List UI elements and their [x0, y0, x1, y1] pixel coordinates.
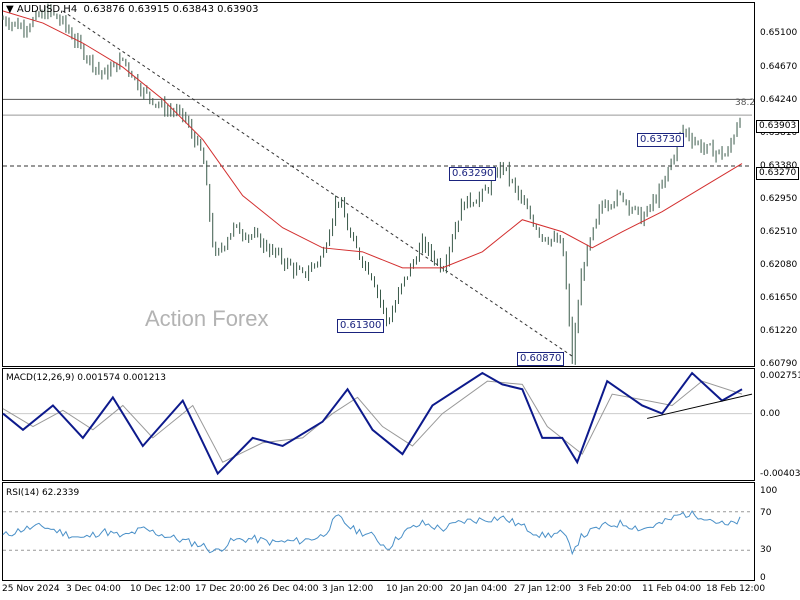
price-tick: 0.62510: [760, 227, 798, 237]
price-tick: 0.63380: [760, 161, 798, 171]
annotation-low-1: 0.61300: [337, 319, 385, 333]
macd-line: [2, 371, 743, 476]
rsi-tick: 100: [760, 486, 778, 496]
time-tick: 3 Dec 04:00: [66, 584, 121, 594]
fib-label: 38.2: [735, 98, 756, 108]
level-line-tag: 0.63270: [756, 167, 800, 180]
time-tick: 3 Feb 20:00: [578, 584, 632, 594]
time-tick: 10 Dec 12:00: [130, 584, 191, 594]
price-tick: 0.64240: [760, 95, 798, 105]
annotation-low-2: 0.60870: [517, 352, 565, 366]
macd-tick: -0.004038: [760, 469, 800, 479]
macd-pane[interactable]: [2, 368, 755, 481]
macd-trendline: [647, 393, 753, 419]
rsi-pane[interactable]: [2, 482, 755, 581]
price-tick: 0.62080: [760, 260, 798, 270]
rsi-label: RSI(14) 62.2339: [6, 488, 80, 498]
price-tick: 0.65100: [760, 28, 798, 38]
time-tick: 17 Dec 20:00: [195, 584, 256, 594]
current-price-tag: 0.63903: [756, 120, 800, 133]
price-tick: 0.63810: [760, 128, 798, 138]
price-tick: 0.61650: [760, 293, 798, 303]
time-tick: 3 Jan 12:00: [322, 584, 374, 594]
macd-tick: 0.002751: [760, 371, 800, 381]
price-tick: 0.60790: [760, 359, 798, 369]
price-tick: 0.64670: [760, 62, 798, 72]
annotation-high-2: 0.63730: [637, 133, 685, 147]
time-tick: 20 Jan 04:00: [450, 584, 507, 594]
watermark: Action Forex: [145, 306, 269, 331]
price-tick: 0.62950: [760, 194, 798, 204]
time-tick: 26 Dec 04:00: [258, 584, 319, 594]
time-tick: 27 Jan 12:00: [514, 584, 571, 594]
dropdown-arrow-icon[interactable]: ▼: [6, 4, 14, 15]
macd-tick: 0.00: [760, 409, 781, 419]
price-pane[interactable]: [2, 2, 755, 367]
moving-average-line: [2, 10, 743, 269]
ohlc-values: 0.63876 0.63915 0.63843 0.63903: [83, 4, 259, 15]
rsi-tick: 30: [760, 545, 772, 555]
macd-label: MACD(12,26,9) 0.001574 0.001213: [6, 373, 166, 383]
rsi-line: [2, 510, 741, 556]
rsi-tick: 70: [760, 508, 772, 518]
time-tick: 25 Nov 2024: [2, 584, 60, 594]
rsi-tick: 0: [760, 573, 766, 583]
macd-signal-line: [2, 380, 743, 463]
downtrend-line: [62, 10, 573, 357]
time-tick: 10 Jan 20:00: [386, 584, 443, 594]
annotation-high-1: 0.63290: [449, 167, 497, 181]
chart-header: ▼ AUDUSD,H4 0.63876 0.63915 0.63843 0.63…: [6, 4, 259, 16]
symbol-timeframe: AUDUSD,H4: [16, 4, 78, 15]
time-tick: 18 Feb 12:00: [706, 584, 766, 594]
price-tick: 0.61220: [760, 326, 798, 336]
time-tick: 11 Feb 04:00: [642, 584, 702, 594]
